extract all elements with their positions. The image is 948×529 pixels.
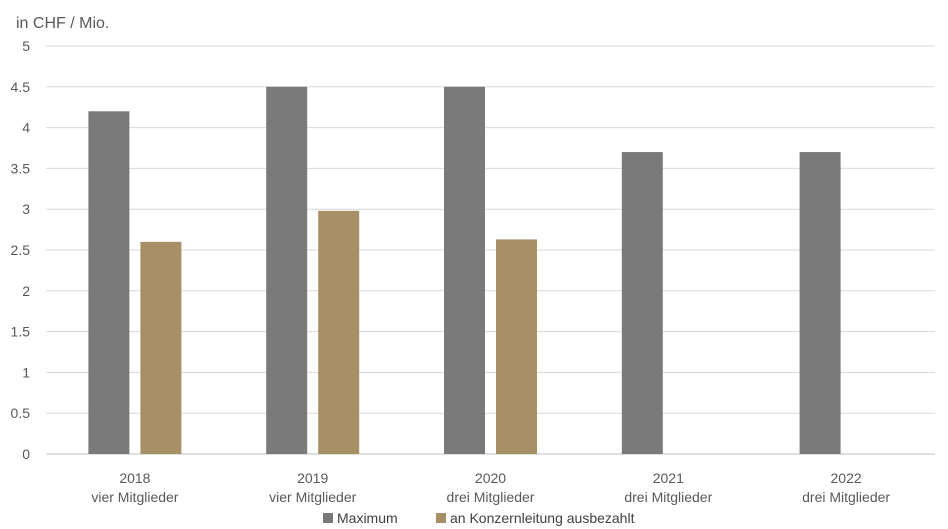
x-tick-label: drei Mitglieder xyxy=(802,489,890,505)
bar-maximum-2020 xyxy=(444,86,485,455)
y-tick-label: 1.5 xyxy=(11,324,31,340)
x-tick-label: 2018 xyxy=(119,470,150,486)
y-tick-label: 0 xyxy=(22,446,30,462)
bar-ausbezahlt-2018 xyxy=(140,241,182,454)
x-tick-label: 2021 xyxy=(653,470,684,486)
bar-maximum-2021 xyxy=(621,152,663,454)
y-tick-label: 1 xyxy=(22,364,30,380)
y-tick-label: 2 xyxy=(22,283,30,299)
legend: Maximum an Konzernleitung ausbezahlt xyxy=(323,510,635,526)
y-tick-label: 3.5 xyxy=(11,160,31,176)
bar-ausbezahlt-2020 xyxy=(496,239,537,454)
bar-maximum-2018 xyxy=(88,111,130,454)
x-tick-label: vier Mitglieder xyxy=(269,489,356,505)
legend-label: Maximum xyxy=(337,510,398,526)
gridlines xyxy=(46,45,935,455)
x-tick-label: 2022 xyxy=(831,470,862,486)
y-tick-label: 5 xyxy=(22,38,30,54)
unit-label: in CHF / Mio. xyxy=(16,15,109,32)
bar-maximum-2022 xyxy=(799,152,841,454)
legend-swatch xyxy=(436,513,446,523)
x-tick-label: drei Mitglieder xyxy=(624,489,712,505)
y-axis-ticks: 0 0.5 1 1.5 2 2.5 3 3.5 4 4.5 5 xyxy=(11,38,31,462)
x-tick-label: vier Mitglieder xyxy=(91,489,178,505)
legend-label: an Konzernleitung ausbezahlt xyxy=(450,510,635,526)
x-tick-label: 2020 xyxy=(475,470,506,486)
bars xyxy=(88,86,841,455)
legend-swatch xyxy=(323,513,333,523)
bar-ausbezahlt-2019 xyxy=(318,210,360,454)
bar-maximum-2019 xyxy=(266,86,308,455)
y-tick-label: 3 xyxy=(22,201,30,217)
x-tick-label: 2019 xyxy=(297,470,328,486)
y-tick-label: 4.5 xyxy=(11,79,31,95)
x-axis-ticks: 2018 vier Mitglieder 2019 vier Mitglieder 20… xyxy=(91,470,890,505)
y-tick-label: 4 xyxy=(22,120,30,136)
y-tick-label: 2.5 xyxy=(11,242,31,258)
x-tick-label: drei Mitglieder xyxy=(447,489,535,505)
y-tick-label: 0.5 xyxy=(11,405,31,421)
